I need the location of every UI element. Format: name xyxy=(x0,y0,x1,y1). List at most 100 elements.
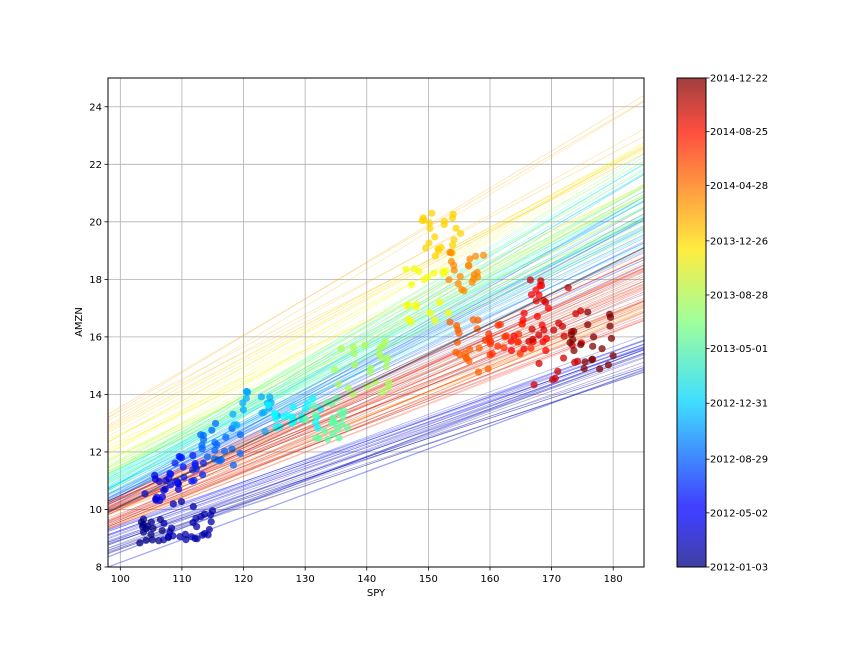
scatter-point xyxy=(559,354,568,362)
scatter-point xyxy=(384,383,392,391)
scatter-point xyxy=(572,310,580,318)
scatter-point xyxy=(604,361,612,369)
scatter-point xyxy=(200,510,209,518)
scatter-point xyxy=(581,358,589,366)
regression-line xyxy=(108,198,644,466)
x-tick-label: 160 xyxy=(480,574,499,585)
colorbar-tick-label: 2014-04-28 xyxy=(710,181,768,192)
regression-line xyxy=(108,194,644,462)
regression-line xyxy=(108,230,644,491)
x-axis-label: SPY xyxy=(367,588,386,599)
scatter-point xyxy=(402,265,410,273)
x-tick-label: 170 xyxy=(542,574,561,585)
scatter-point xyxy=(426,219,434,227)
scatter-point xyxy=(171,459,179,467)
scatter-point xyxy=(160,486,168,494)
scatter-point xyxy=(449,210,457,218)
scatter-point xyxy=(435,298,444,306)
regression-line xyxy=(108,218,644,461)
regression-line xyxy=(108,214,644,475)
x-tick-label: 140 xyxy=(357,574,376,585)
regression-line xyxy=(108,207,644,459)
scatter-point xyxy=(554,367,562,375)
scatter-point xyxy=(447,249,455,257)
scatter-point xyxy=(229,461,238,469)
scatter-point xyxy=(537,277,545,285)
scatter-point xyxy=(361,341,369,349)
regression-line xyxy=(108,186,644,469)
regression-line xyxy=(108,205,644,472)
regression-line xyxy=(108,186,644,492)
regression-line xyxy=(108,259,644,498)
regression-line xyxy=(108,152,644,455)
x-tick-label: 150 xyxy=(419,574,438,585)
scatter-point xyxy=(160,536,168,544)
regression-line xyxy=(108,207,644,475)
regression-line xyxy=(108,236,644,495)
scatter-point xyxy=(378,388,386,396)
y-tick-label: 22 xyxy=(89,160,102,171)
scatter-point xyxy=(151,471,159,479)
scatter-point xyxy=(187,533,195,541)
scatter-point xyxy=(160,519,168,527)
scatter-point xyxy=(344,384,352,392)
scatter-point xyxy=(266,393,274,401)
scatter-point xyxy=(239,406,248,414)
scatter-point xyxy=(454,280,462,288)
regression-line xyxy=(108,184,644,462)
regression-line xyxy=(108,228,644,502)
scatter-point xyxy=(448,241,457,249)
regression-line xyxy=(108,303,644,509)
regression-line xyxy=(108,153,644,421)
regression-line xyxy=(108,315,644,519)
colorbar-tick-label: 2014-08-25 xyxy=(710,127,768,138)
scatter-point xyxy=(494,342,502,350)
regression-line xyxy=(108,164,644,479)
mean-regression-line xyxy=(108,247,644,514)
scatter-point xyxy=(530,381,538,389)
regression-line xyxy=(108,309,644,513)
regression-line xyxy=(108,142,644,468)
scatter-point xyxy=(607,334,616,342)
regression-line xyxy=(108,215,644,490)
regression-line xyxy=(108,286,644,514)
scatter-point xyxy=(303,400,312,408)
scatter-point xyxy=(486,340,494,348)
regression-line xyxy=(108,305,644,529)
regression-line xyxy=(108,370,644,554)
y-axis-ticks: 8 10 12 14 16 18 20 22 24 xyxy=(89,102,108,574)
scatter-point xyxy=(484,365,492,373)
colorbar-frame xyxy=(676,77,707,568)
x-tick-label: 100 xyxy=(111,574,130,585)
scatter-point xyxy=(242,394,250,402)
scatter-point xyxy=(189,451,197,460)
scatter-point xyxy=(454,326,462,334)
regression-line xyxy=(108,163,644,488)
regression-line xyxy=(108,270,644,514)
regression-line xyxy=(108,242,644,497)
y-tick-label: 20 xyxy=(89,217,102,228)
scatter-point xyxy=(466,255,474,263)
scatter-point xyxy=(473,273,482,281)
scatter-point xyxy=(367,364,375,372)
scatter-point xyxy=(520,345,528,353)
scatter-point xyxy=(410,265,418,273)
regression-line xyxy=(108,160,644,443)
scatter-point xyxy=(208,507,217,515)
regression-line xyxy=(108,174,644,481)
regression-line xyxy=(108,156,644,477)
scatter-point xyxy=(532,286,540,294)
regression-line xyxy=(108,301,644,526)
scatter-point xyxy=(320,427,329,435)
scatter-point xyxy=(147,530,155,538)
scatter-point xyxy=(403,302,411,310)
regression-line xyxy=(108,153,644,478)
scatter-point xyxy=(426,309,434,317)
regression-line xyxy=(108,349,644,549)
regression-line xyxy=(108,185,644,447)
regression-line xyxy=(108,136,644,419)
scatter-point xyxy=(302,415,310,424)
scatter-point xyxy=(588,356,596,364)
scatter-point xyxy=(425,239,433,247)
